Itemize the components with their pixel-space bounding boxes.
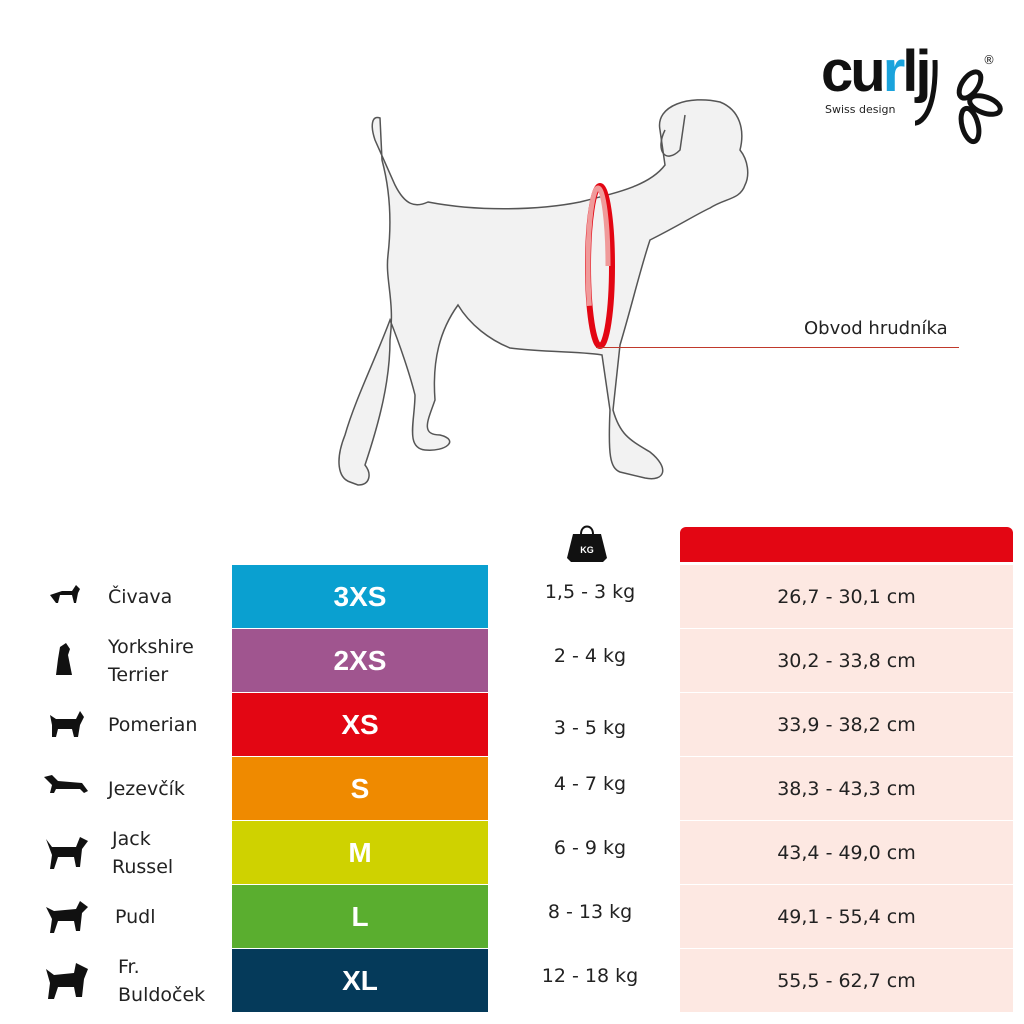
- dog-illustration: [338, 99, 749, 486]
- chest-girth-range: 55,5 - 62,7 cm: [680, 949, 1013, 1014]
- weight-range: 4 - 7 kg: [553, 773, 627, 795]
- size-label: XL: [232, 949, 488, 1012]
- chest-girth-ring-back: [585, 185, 611, 347]
- dog-silhouette: [338, 99, 749, 486]
- size-row: Jack Russel M 6 - 9 kg 43,4 - 49,0 cm: [0, 821, 1024, 886]
- dog-ear: [660, 114, 686, 157]
- chest-girth-range: 26,7 - 30,1 cm: [680, 565, 1013, 630]
- flower-icon: [915, 60, 1003, 145]
- chest-girth-range: 43,4 - 49,0 cm: [680, 821, 1013, 886]
- registered-mark: ®: [983, 53, 995, 67]
- breed-name: Jack Russel: [112, 828, 174, 878]
- breed-name: Jezevčík: [108, 778, 185, 800]
- dog-breed-icon: [46, 837, 88, 869]
- size-label: 3XS: [232, 565, 488, 628]
- dog-breed-icon: [46, 901, 88, 933]
- breed-name: Pomerian: [108, 714, 198, 736]
- dog-breed-icon: [56, 643, 72, 675]
- curli-logo: curlj Swiss design ®: [815, 25, 1015, 150]
- chest-girth-label: Obvod hrudníka: [804, 318, 948, 339]
- dog-breed-icon: [44, 775, 88, 793]
- logo-tagline: Swiss design: [825, 103, 896, 116]
- dog-breed-icon: [50, 711, 84, 737]
- size-row: Fr. Buldoček XL 12 - 18 kg 55,5 - 62,7 c…: [0, 949, 1024, 1014]
- size-row: Pomerian XS 3 - 5 kg 33,9 - 38,2 cm: [0, 693, 1024, 758]
- chest-girth-range: 33,9 - 38,2 cm: [680, 693, 1013, 758]
- weight-range: 3 - 5 kg: [553, 717, 627, 739]
- logo-wordmark: curlj: [821, 39, 931, 104]
- size-row: Jezevčík S 4 - 7 kg 38,3 - 43,3 cm: [0, 757, 1024, 822]
- size-label: S: [232, 757, 488, 820]
- chest-girth-range: 30,2 - 33,8 cm: [680, 629, 1013, 694]
- kg-weight-icon: KG: [567, 525, 607, 562]
- size-row: Yorkshire Terrier 2XS 2 - 4 kg 30,2 - 33…: [0, 629, 1024, 694]
- weight-range: 12 - 18 kg: [541, 965, 639, 987]
- dog-breed-icon: [50, 585, 80, 603]
- size-label: L: [232, 885, 488, 948]
- chest-girth-range: 49,1 - 55,4 cm: [680, 885, 1013, 950]
- weight-range: 2 - 4 kg: [553, 645, 627, 667]
- size-label: M: [232, 821, 488, 884]
- breed-name: Yorkshire Terrier: [108, 636, 194, 686]
- weight-range: 6 - 9 kg: [553, 837, 627, 859]
- dog-breed-icon: [46, 963, 88, 999]
- size-label: XS: [232, 693, 488, 756]
- size-row: Čivava 3XS 1,5 - 3 kg 26,7 - 30,1 cm: [0, 565, 1024, 630]
- kg-text: KG: [580, 545, 594, 555]
- weight-range: 1,5 - 3 kg: [544, 581, 636, 603]
- breed-name: Čivava: [108, 586, 173, 608]
- weight-range: 8 - 13 kg: [547, 901, 633, 923]
- breed-name: Pudl: [115, 906, 156, 928]
- breed-name: Fr. Buldoček: [118, 956, 206, 1006]
- size-row: Pudl L 8 - 13 kg 49,1 - 55,4 cm: [0, 885, 1024, 950]
- size-label: 2XS: [232, 629, 488, 692]
- chest-girth-pointer-line: [596, 347, 959, 348]
- chest-girth-column-header: [680, 527, 1013, 562]
- chest-girth-range: 38,3 - 43,3 cm: [680, 757, 1013, 822]
